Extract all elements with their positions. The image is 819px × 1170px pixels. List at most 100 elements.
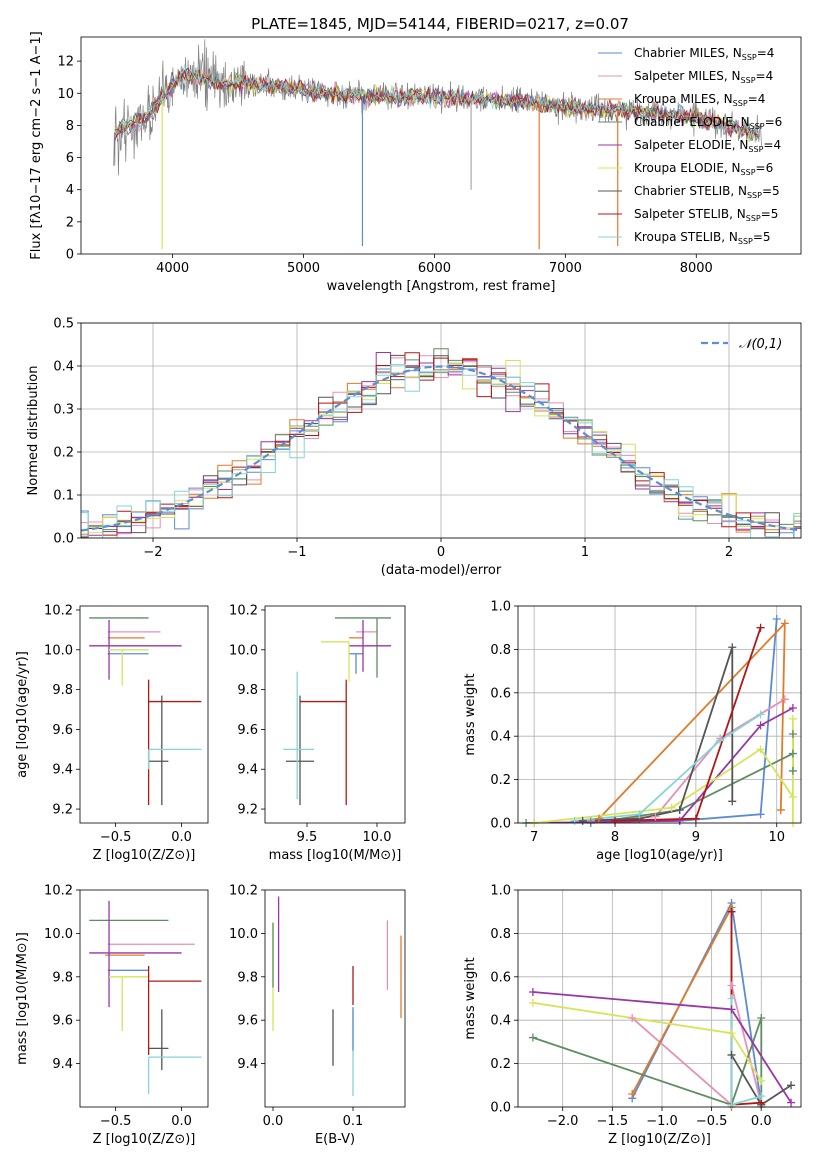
data-marker [787, 1081, 796, 1090]
y-tick-label: 9.2 [52, 803, 73, 818]
plot-area [89, 900, 202, 1094]
y-tick-label: 0.3 [53, 403, 74, 418]
x-tick-label: −1.5 [597, 1114, 629, 1129]
y-tick-label: 9.6 [52, 1014, 73, 1029]
x-tick-label: 2 [725, 545, 733, 560]
data-marker [788, 792, 797, 801]
legend-entry: Chabrier ELODIE, NSSP=6 [634, 115, 782, 131]
y-tick-label: 9.6 [52, 723, 73, 738]
legend-entry: Salpeter ELODIE, NSSP=4 [634, 138, 781, 154]
y-tick-label: 4 [66, 183, 74, 198]
x-tick-label: −0.5 [100, 830, 132, 845]
x-tick-label: 8000 [680, 261, 713, 276]
x-tick-label: −0.5 [100, 1114, 132, 1129]
data-marker [756, 721, 765, 730]
data-marker [528, 998, 537, 1007]
legend-entry: Kroupa ELODIE, NSSP=6 [634, 161, 773, 177]
x-axis-label: Z [log10(Z/Z⊙)] [93, 848, 196, 863]
legend-label: Kroupa ELODIE, N [634, 161, 741, 175]
legend-entry: Kroupa MILES, NSSP=4 [634, 92, 765, 108]
chart-title: PLATE=1845, MJD=54144, FIBERID=0217, z=0… [251, 15, 629, 33]
data-marker [788, 749, 797, 758]
x-axis-label: mass [log10(M/M⊙)] [269, 848, 402, 863]
y-tick-label: 0.4 [53, 360, 74, 375]
panel-5: 7 8 9 10 0.0 0.2 0.4 0.6 0.8 1.0 age [log10(age/yr… [463, 600, 802, 863]
x-tick-label: −2.0 [547, 1114, 579, 1129]
x-axis-label: wavelength [Angstrom, rest frame] [327, 279, 556, 294]
y-axis-label: age [log10(age/yr)] [15, 651, 30, 778]
data-marker [727, 994, 736, 1003]
x-tick-label: 4000 [156, 261, 189, 276]
data-marker [727, 1100, 736, 1109]
data-marker [756, 810, 765, 819]
hist-step-chabrier-miles [81, 368, 801, 538]
legend-label: Kroupa MILES, N [634, 92, 733, 106]
legend-entry: 𝒩(0,1) [739, 337, 782, 352]
x-tick-label: 5000 [287, 261, 320, 276]
x-tick-label: 0.0 [263, 1114, 284, 1129]
x-tick-label: 7000 [549, 261, 582, 276]
legend-entry: Salpeter MILES, NSSP=4 [634, 69, 773, 85]
legend-entry: Salpeter STELIB, NSSP=5 [634, 207, 778, 223]
plot-area [283, 617, 391, 806]
hist-step-kroupa-elodie [81, 360, 801, 535]
data-marker [675, 805, 684, 814]
x-tick-label: 0.0 [171, 830, 192, 845]
y-axis-label: Normed distribution [26, 366, 41, 496]
data-marker [691, 814, 700, 823]
x-tick-label: 9 [692, 830, 700, 845]
y-tick-label: 1.0 [490, 600, 511, 615]
y-tick-label: 2 [66, 215, 74, 230]
x-tick-label: −1.0 [646, 1114, 678, 1129]
legend-sub: SSP [741, 168, 756, 177]
x-tick-label: 9.5 [297, 830, 318, 845]
data-marker [756, 623, 765, 632]
data-marker [728, 643, 737, 652]
normal-curve [81, 365, 801, 532]
y-tick-label: 0.8 [490, 643, 511, 658]
series-line-kroupa-miles [598, 621, 786, 820]
legend-suffix: =4 [756, 69, 774, 83]
legend-sub: SSP [747, 191, 762, 200]
data-marker [628, 1089, 637, 1098]
y-tick-label: 8 [66, 119, 74, 134]
legend-label: Chabrier STELIB, N [634, 184, 747, 198]
data-marker [675, 816, 684, 825]
axes-frame [80, 36, 802, 255]
axes-frame [517, 889, 802, 1108]
model-line-kroupa-stelib [114, 64, 759, 139]
data-marker [651, 812, 660, 821]
y-tick-label: 12 [57, 55, 74, 70]
y-tick-label: 0.0 [490, 1101, 511, 1116]
y-tick-label: 9.8 [237, 970, 258, 985]
data-marker [528, 987, 537, 996]
legend-label: Salpeter STELIB, N [634, 207, 746, 221]
x-axis-label: Z [log10(Z/Z⊙)] [93, 1132, 196, 1147]
y-tick-label: 10.2 [229, 884, 258, 899]
data-marker [570, 816, 579, 825]
data-marker [788, 730, 797, 739]
x-tick-label: 0 [437, 545, 445, 560]
data-marker [757, 1014, 766, 1023]
y-tick-label: 0.6 [490, 686, 511, 701]
y-tick-label: 9.4 [52, 1057, 73, 1072]
data-marker [727, 1005, 736, 1014]
y-tick-label: 9.6 [237, 723, 258, 738]
x-axis-label: (data-model)/error [381, 563, 502, 578]
legend-suffix: =6 [756, 161, 774, 175]
plot-area [81, 348, 801, 538]
y-tick-label: 0.2 [53, 446, 74, 461]
hist-step-salpeter-miles [81, 355, 801, 538]
y-tick-label: 10.0 [229, 927, 258, 942]
y-tick-label: 0.0 [490, 817, 511, 832]
series-line-salpeter-miles [631, 985, 763, 1107]
axes-frame [264, 605, 406, 824]
data-marker [578, 816, 587, 825]
legend-sub: SSP [733, 99, 748, 108]
y-tick-label: 0.1 [53, 489, 74, 504]
legend-suffix: =5 [753, 230, 771, 244]
legend-label: Kroupa STELIB, N [634, 230, 738, 244]
data-marker [727, 1029, 736, 1038]
x-tick-label: 10 [768, 830, 785, 845]
series-line-salpeter-elodie [534, 707, 794, 823]
